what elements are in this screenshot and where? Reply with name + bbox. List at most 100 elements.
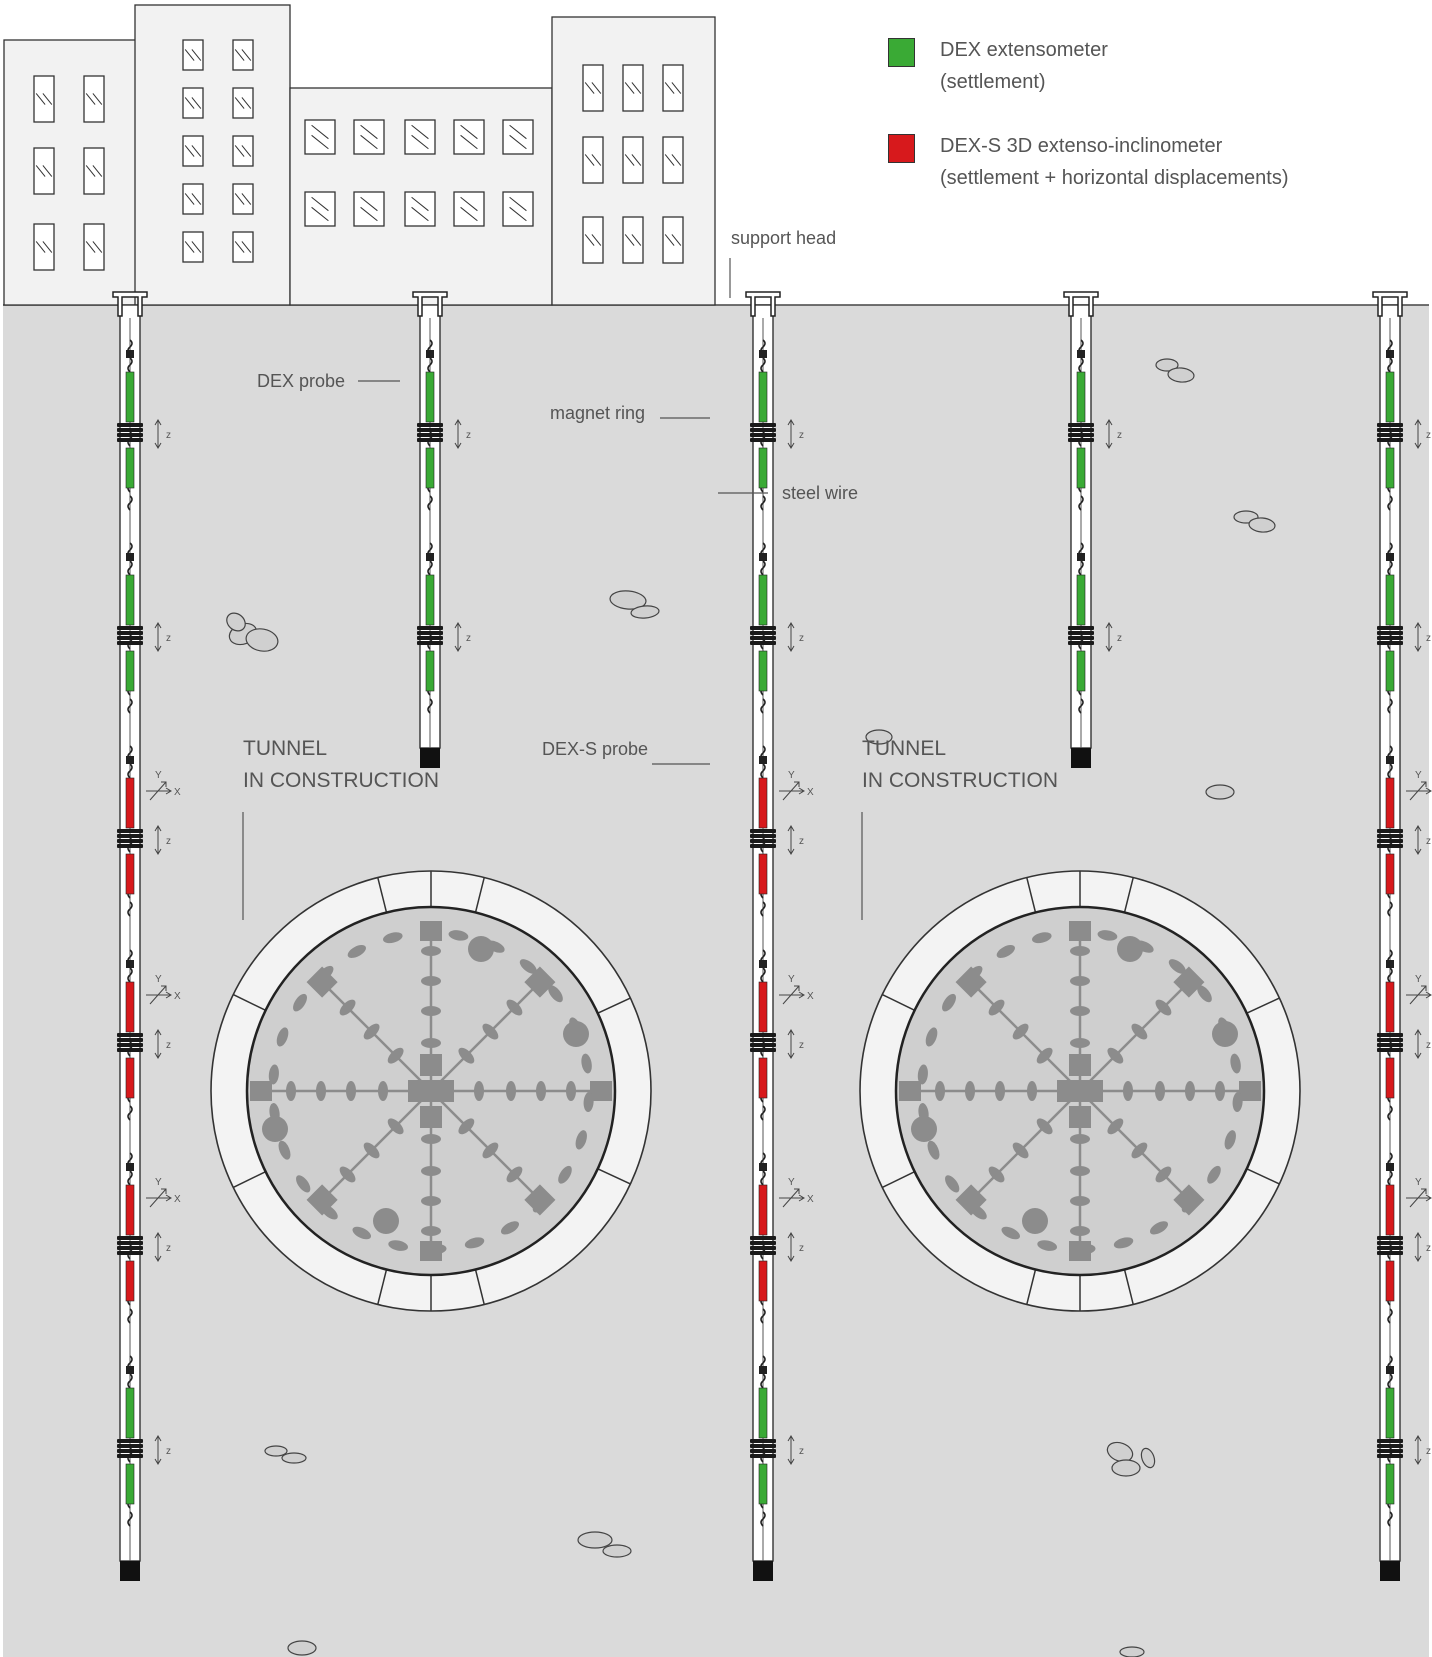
cutter-disc xyxy=(1155,1081,1165,1101)
cutter-disc xyxy=(1070,976,1090,986)
probe-connector xyxy=(1386,1366,1394,1374)
magnet-ring xyxy=(117,423,143,442)
probe-body-lower xyxy=(758,1260,768,1302)
probe-connector xyxy=(1386,1163,1394,1171)
dex-probe: z xyxy=(1377,339,1431,511)
z-axis-indicator: z xyxy=(787,419,804,449)
probe-body-lower xyxy=(758,853,768,895)
window xyxy=(33,223,55,271)
magnet-ring xyxy=(1377,626,1403,645)
wire-connector xyxy=(1387,967,1393,983)
cutter-disc xyxy=(421,1006,441,1016)
support-head-label: support head xyxy=(731,228,837,248)
probe-connector xyxy=(1077,350,1085,358)
cutter-disc xyxy=(426,1243,447,1254)
cutter-disc xyxy=(1155,1166,1172,1183)
window xyxy=(232,87,254,119)
legend-label-dexs: DEX-S 3D extenso-inclinometer (settlemen… xyxy=(940,130,1289,194)
z-axis-indicator: z xyxy=(1105,622,1122,652)
borehole-bottom-anchor xyxy=(1380,1561,1400,1581)
probe-body xyxy=(1385,777,1395,829)
z-axis-indicator: z xyxy=(454,622,471,652)
cutter-disc xyxy=(1070,1196,1090,1206)
soil-stones xyxy=(226,358,1276,1657)
wire-connector xyxy=(760,901,766,917)
cutter-disc xyxy=(506,999,523,1016)
z-axis-label: z xyxy=(1426,836,1431,847)
building-4 xyxy=(551,16,716,306)
probe-connector xyxy=(1386,350,1394,358)
borehole-bottom-anchor xyxy=(120,1561,140,1581)
spoke-end-block xyxy=(1239,1081,1261,1101)
cutter-disc xyxy=(1181,1196,1198,1213)
wire-connector xyxy=(1078,495,1084,511)
dex-probe: z xyxy=(750,339,804,511)
wire-connector xyxy=(427,698,433,714)
cutter-disc xyxy=(1001,1226,1020,1240)
cutter-disc xyxy=(917,1064,928,1085)
y-axis-label: Y xyxy=(155,974,162,985)
magnet-ring xyxy=(1377,1033,1403,1052)
lining-segment-joint xyxy=(377,1269,388,1305)
cutter-disc xyxy=(276,1027,289,1047)
cutter-disc xyxy=(548,985,563,1003)
xy-axis-indicator: XY xyxy=(1406,1177,1432,1208)
xy-axis-indicator: XY xyxy=(146,770,181,801)
probe-body-lower xyxy=(125,447,135,489)
y-axis-label: Y xyxy=(155,770,162,781)
support-head xyxy=(412,291,448,317)
z-axis-indicator: z xyxy=(1414,419,1431,449)
magnet-ring xyxy=(750,423,776,442)
legend-dex-line1: DEX extensometer xyxy=(940,39,1108,61)
magnet-ring xyxy=(1068,423,1094,442)
cutter-disc xyxy=(996,945,1015,958)
lining-segment-joint xyxy=(1246,997,1280,1014)
probe-body-lower xyxy=(425,650,435,692)
wire-connector xyxy=(760,1105,766,1121)
center-block xyxy=(1081,1080,1103,1102)
center-block xyxy=(1069,1106,1091,1128)
window xyxy=(622,136,644,184)
lining-segment-joint xyxy=(1123,877,1134,913)
dex-probe: z xyxy=(117,339,171,511)
cutter-disc xyxy=(1215,1081,1225,1101)
z-axis-indicator: z xyxy=(1105,419,1122,449)
center-block xyxy=(408,1080,430,1102)
building-facade xyxy=(134,4,291,306)
z-axis-label: z xyxy=(166,836,171,847)
lining-segment-joint xyxy=(597,1168,631,1185)
cutter-disc xyxy=(1070,1006,1090,1016)
probe-body xyxy=(758,1184,768,1236)
window xyxy=(232,231,254,263)
probe-connector xyxy=(759,756,767,764)
probe-body-lower xyxy=(125,1260,135,1302)
cutter-disc xyxy=(421,928,441,938)
cutter-disc xyxy=(1149,1221,1169,1235)
magnet-ring xyxy=(417,626,443,645)
wire-connector xyxy=(127,1308,133,1324)
borehole-5: z z z XY z XY z XY z xyxy=(1372,291,1432,1581)
lining-segment-joint xyxy=(232,993,266,1012)
z-axis-indicator: z xyxy=(1414,1435,1431,1465)
window xyxy=(182,87,204,119)
probe-body xyxy=(1385,1387,1395,1439)
cutter-disc xyxy=(945,1175,960,1193)
probe-body-lower xyxy=(125,650,135,692)
wire-connector xyxy=(1387,1308,1393,1324)
lining-segment-joint xyxy=(1123,1269,1134,1305)
cutter-disc xyxy=(995,1081,1005,1101)
probe-body xyxy=(125,1387,135,1439)
cutter-disc xyxy=(421,1226,441,1236)
cutter-disc xyxy=(1168,959,1186,974)
magnet-ring xyxy=(750,1439,776,1458)
wire-connector xyxy=(127,1170,133,1186)
magnet-ring xyxy=(750,1033,776,1052)
probe-body-lower xyxy=(1385,1260,1395,1302)
center-block xyxy=(1069,1054,1091,1076)
probe-connector xyxy=(426,350,434,358)
cutterhead-nozzle xyxy=(1212,1021,1238,1047)
cutter-disc xyxy=(1031,932,1052,944)
cutter-disc xyxy=(1230,1053,1241,1074)
support-head xyxy=(112,291,148,317)
